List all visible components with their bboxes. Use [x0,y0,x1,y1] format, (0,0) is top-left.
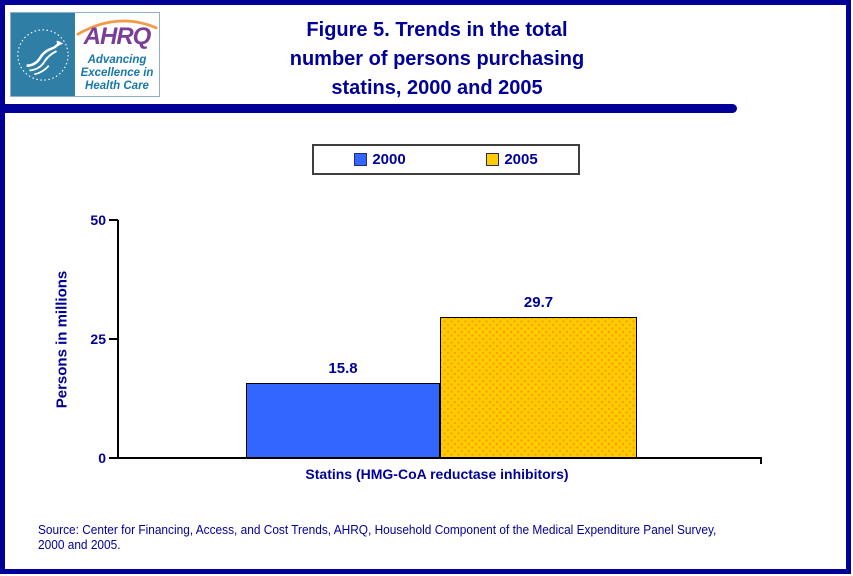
y-axis-line [117,220,119,459]
legend-label-2005: 2005 [504,151,538,168]
legend-item-2005: 2005 [486,151,538,168]
y-tick-label-25: 25 [90,331,106,347]
y-tick-label-50: 50 [90,212,106,228]
ahrq-wordmark: AHRQ [83,23,152,50]
y-tick-mark [109,457,118,459]
ahrq-logo: AHRQ Advancing Excellence in Health Care [75,13,159,96]
source-note: Source: Center for Financing, Access, an… [38,523,808,553]
legend-item-2000: 2000 [354,151,406,168]
bar-2000 [246,383,440,458]
legend-swatch-2005 [486,153,500,166]
hhs-seal-icon [11,13,75,96]
legend-swatch-2000 [354,153,368,166]
hhs-eagle-icon [17,28,69,81]
figure-title: Figure 5. Trends in the total number of … [240,16,634,103]
figure-title-line1: Figure 5. Trends in the total [306,19,568,41]
bar-value-2005: 29.7 [523,294,554,311]
figure-title-line2: number of persons purchasing [289,48,585,70]
source-note-line1: Source: Center for Financing, Access, an… [38,523,717,537]
source-note-line2: 2000 and 2005. [38,538,121,552]
figure-title-line3: statins, 2000 and 2005 [331,77,543,99]
bar-value-2000: 15.8 [328,360,358,377]
x-axis-line [117,457,762,459]
y-tick-label-0: 0 [98,450,106,466]
chart-legend: 2000 2005 [312,144,580,175]
ahrq-hhs-logo: AHRQ Advancing Excellence in Health Care [10,12,160,97]
ahrq-tagline: Advancing Excellence in Health Care [80,54,154,92]
bar-2005 [440,317,637,458]
header-divider [4,104,737,113]
y-tick-mark [109,338,118,340]
x-axis-title: Statins (HMG-CoA reductase inhibitors) [305,466,569,482]
legend-label-2000: 2000 [372,151,406,168]
x-axis-end-tick [760,457,762,464]
y-tick-mark [109,219,118,221]
ahrq-swoosh-icon [76,19,158,36]
